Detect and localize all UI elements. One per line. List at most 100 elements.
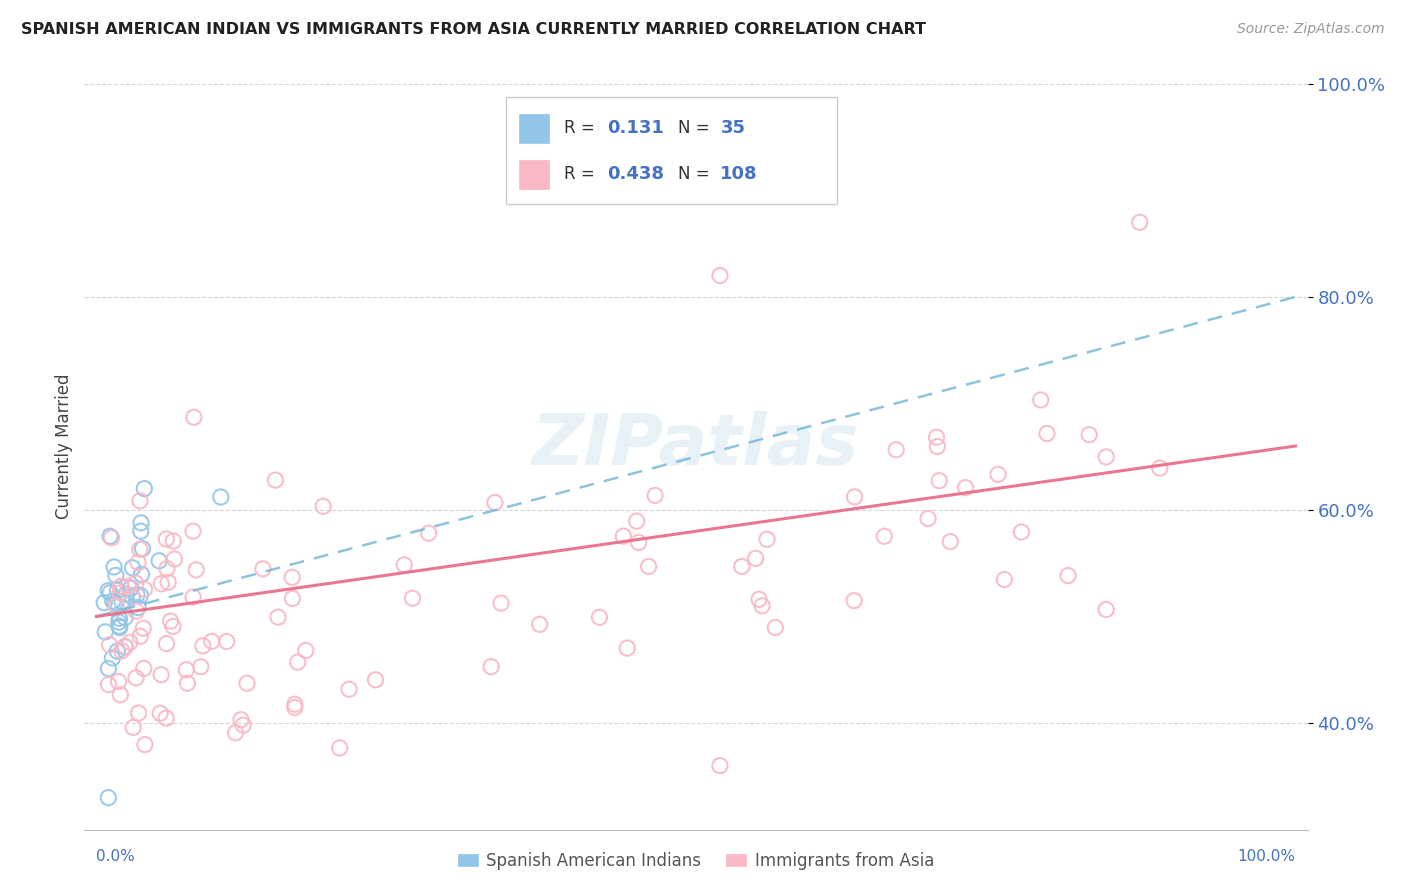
Point bbox=[125, 604, 148, 618]
Point bbox=[927, 440, 949, 454]
Point bbox=[125, 576, 148, 591]
Point bbox=[108, 611, 131, 625]
Point bbox=[108, 586, 131, 600]
Point bbox=[97, 677, 120, 691]
Point bbox=[163, 552, 186, 566]
Point bbox=[295, 643, 318, 657]
Point bbox=[100, 531, 122, 545]
Text: N =: N = bbox=[678, 120, 714, 137]
Point bbox=[98, 586, 121, 600]
Point bbox=[128, 706, 150, 720]
Point bbox=[148, 554, 170, 568]
Point bbox=[176, 676, 198, 690]
FancyBboxPatch shape bbox=[506, 97, 837, 204]
Point bbox=[114, 640, 136, 654]
Point bbox=[103, 560, 125, 574]
Text: R =: R = bbox=[564, 120, 600, 137]
Point bbox=[131, 541, 153, 556]
Point bbox=[155, 711, 177, 725]
Point bbox=[129, 494, 152, 508]
Text: 0.131: 0.131 bbox=[606, 120, 664, 137]
Point bbox=[939, 534, 962, 549]
Point bbox=[1010, 524, 1032, 539]
Point bbox=[637, 559, 659, 574]
Point bbox=[955, 481, 977, 495]
Point bbox=[917, 511, 939, 525]
Point bbox=[110, 688, 132, 702]
Point bbox=[115, 587, 138, 601]
Point bbox=[709, 758, 731, 772]
Point bbox=[479, 659, 502, 673]
Point bbox=[157, 575, 180, 590]
Point bbox=[162, 619, 184, 633]
Point bbox=[626, 514, 648, 528]
Point bbox=[993, 573, 1015, 587]
Point bbox=[1095, 450, 1118, 464]
Point bbox=[108, 615, 131, 629]
Point bbox=[884, 442, 907, 457]
Point bbox=[107, 674, 129, 689]
Point bbox=[756, 533, 779, 547]
Text: 0.438: 0.438 bbox=[606, 165, 664, 184]
Point bbox=[181, 590, 204, 604]
Point bbox=[312, 500, 335, 514]
Text: 100.0%: 100.0% bbox=[1237, 849, 1295, 863]
Point bbox=[162, 534, 184, 549]
Point bbox=[612, 529, 634, 543]
Point bbox=[105, 599, 128, 613]
Point bbox=[987, 467, 1010, 482]
Point bbox=[97, 583, 120, 598]
Point bbox=[120, 582, 142, 596]
Point bbox=[232, 718, 254, 732]
Point bbox=[93, 596, 115, 610]
Point bbox=[101, 651, 124, 665]
Point bbox=[209, 490, 232, 504]
Bar bbox=[519, 114, 550, 143]
Point bbox=[150, 576, 173, 591]
Point bbox=[125, 671, 148, 685]
Point bbox=[110, 579, 132, 593]
Point bbox=[156, 562, 179, 576]
Text: 0.0%: 0.0% bbox=[97, 849, 135, 863]
Text: R =: R = bbox=[564, 165, 600, 184]
Point bbox=[616, 641, 638, 656]
Point bbox=[224, 725, 246, 739]
Point bbox=[131, 567, 153, 582]
Point bbox=[114, 610, 136, 624]
Y-axis label: Currently Married: Currently Married bbox=[55, 373, 73, 519]
Point bbox=[97, 790, 120, 805]
Point bbox=[284, 698, 307, 712]
Point bbox=[129, 524, 152, 539]
Point bbox=[229, 713, 252, 727]
Text: ZIPatlas: ZIPatlas bbox=[533, 411, 859, 481]
Point bbox=[337, 682, 360, 697]
Point bbox=[394, 558, 416, 572]
Point bbox=[489, 596, 512, 610]
Point bbox=[98, 638, 121, 652]
Text: N =: N = bbox=[678, 165, 714, 184]
Text: Source: ZipAtlas.com: Source: ZipAtlas.com bbox=[1237, 22, 1385, 37]
Text: SPANISH AMERICAN INDIAN VS IMMIGRANTS FROM ASIA CURRENTLY MARRIED CORRELATION CH: SPANISH AMERICAN INDIAN VS IMMIGRANTS FR… bbox=[21, 22, 927, 37]
Point bbox=[644, 488, 666, 502]
Bar bbox=[519, 160, 550, 189]
Point bbox=[125, 588, 148, 602]
Point bbox=[1095, 602, 1118, 616]
Point bbox=[183, 410, 205, 425]
Text: 108: 108 bbox=[720, 165, 758, 184]
Point bbox=[105, 644, 128, 658]
Point bbox=[928, 474, 950, 488]
Point bbox=[201, 634, 224, 648]
Point bbox=[108, 621, 131, 635]
Point bbox=[134, 482, 156, 496]
Point bbox=[127, 600, 149, 615]
Point bbox=[129, 588, 152, 602]
Point bbox=[94, 624, 117, 639]
Point bbox=[1129, 215, 1152, 229]
Point bbox=[267, 610, 290, 624]
Point bbox=[110, 580, 132, 594]
Point bbox=[751, 599, 773, 613]
Point bbox=[122, 721, 145, 735]
Point bbox=[111, 594, 134, 608]
Point bbox=[108, 619, 131, 633]
Point bbox=[748, 592, 770, 607]
